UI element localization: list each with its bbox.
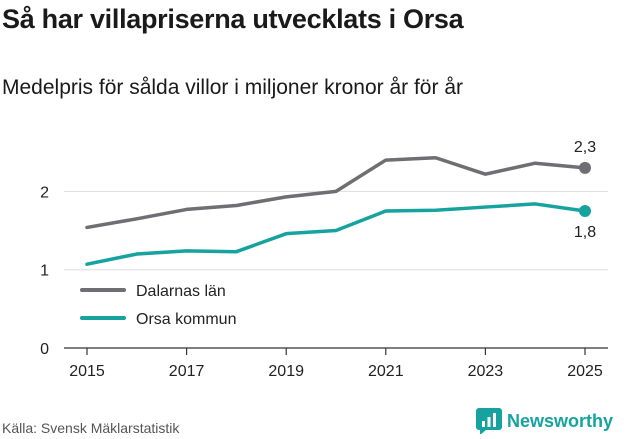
legend-label: Orsa kommun	[136, 311, 236, 328]
x-tick-label: 2025	[567, 363, 603, 380]
chart-subtitle: Medelpris för sålda villor i miljoner kr…	[2, 76, 463, 99]
legend-label: Dalarnas län	[136, 283, 226, 300]
y-tick-label: 0	[40, 341, 49, 358]
series-line-dalarnas-lan	[85, 155, 587, 230]
x-axis-ticks: 2015 2017 2019 2021 2023 2025	[69, 348, 603, 380]
x-tick-label: 2017	[169, 363, 205, 380]
y-axis-ticks: 0 1 2	[40, 184, 49, 358]
chart-title: Så har villapriserna utvecklats i Orsa	[2, 4, 464, 34]
source-note: Källa: Svensk Mäklarstatistik	[2, 420, 180, 436]
series-end-point	[579, 204, 591, 217]
series-end-label: 1,8	[574, 224, 596, 241]
series-lines: 2,3 1,8	[85, 139, 596, 266]
series-line-orsa-kommun	[85, 202, 587, 266]
newsworthy-logo-icon	[476, 408, 502, 434]
series-end-label: 2,3	[574, 139, 596, 156]
x-tick-label: 2021	[368, 363, 404, 380]
x-tick-label: 2015	[69, 363, 105, 380]
x-tick-label: 2023	[468, 363, 504, 380]
x-tick-label: 2019	[268, 363, 304, 380]
series-end-point	[579, 161, 591, 174]
legend: Dalarnas län Orsa kommun	[80, 283, 236, 328]
y-tick-label: 1	[40, 263, 49, 280]
brand-name: Newsworthy	[507, 410, 614, 431]
brand-logo[interactable]: Newsworthy	[476, 408, 613, 434]
y-tick-label: 2	[40, 184, 49, 201]
